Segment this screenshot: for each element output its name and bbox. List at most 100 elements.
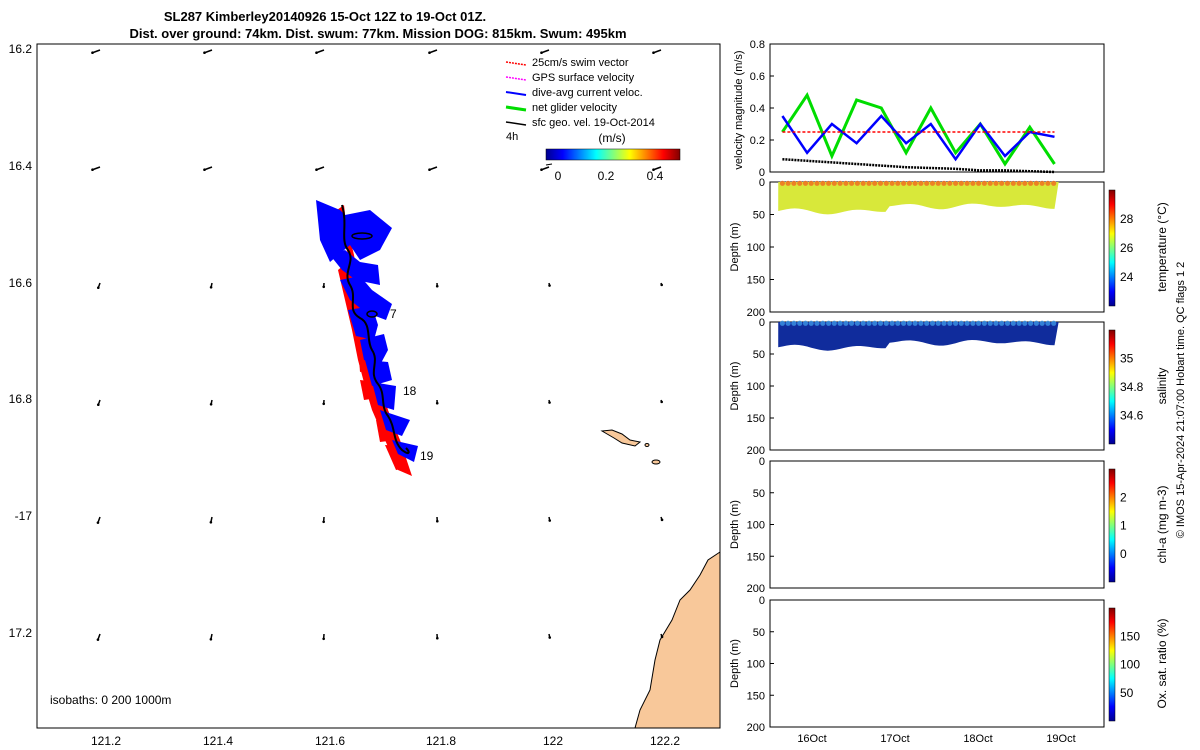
lat-tick: 16.2 xyxy=(9,42,33,56)
surface-sample xyxy=(843,320,849,326)
geo-arrowhead xyxy=(540,168,543,172)
surface-sample xyxy=(993,180,999,186)
surface-sample xyxy=(831,320,837,326)
colorbar-arrow xyxy=(545,163,553,166)
lat-tick: 17.2 xyxy=(9,626,33,640)
depth-axes-frame xyxy=(769,599,1105,728)
vel-ytick: 0.6 xyxy=(750,71,765,83)
lat-tick: 16.6 xyxy=(9,276,33,290)
geo-arrowhead xyxy=(548,519,552,522)
speed-colorbar xyxy=(545,148,681,161)
geo-arrow xyxy=(204,49,213,54)
time-tick: 17Oct xyxy=(880,733,909,745)
geo-arrowhead xyxy=(548,284,551,287)
lat-tick: -17 xyxy=(15,509,33,523)
depth-ytick: 0 xyxy=(759,177,765,189)
legend-label-current: dive-avg current veloc. xyxy=(532,87,643,99)
surface-sample xyxy=(929,320,936,326)
geo-arrowhead xyxy=(428,168,431,172)
surface-sample xyxy=(906,320,913,326)
surface-sample xyxy=(993,320,999,326)
surface-sample xyxy=(889,180,895,186)
geo-arrowhead xyxy=(435,636,439,640)
series-line-sfc-geo-vel- xyxy=(782,157,1055,174)
depth-ytick: 100 xyxy=(747,659,765,671)
geo-arrowhead xyxy=(91,51,94,55)
geo-arrowhead xyxy=(652,168,655,172)
colorbar-label: temperature (°C) xyxy=(1155,202,1169,292)
surface-sample xyxy=(808,320,814,326)
surface-sample xyxy=(872,180,878,186)
series-line-net-glider-velocity xyxy=(781,92,1056,167)
surface-sample xyxy=(976,180,982,186)
colorbar-tick: 26 xyxy=(1120,241,1134,255)
geo-arrowhead xyxy=(660,283,663,287)
depth-ytick: 200 xyxy=(747,583,765,595)
surface-sample xyxy=(964,320,970,326)
depth-colorbar xyxy=(1108,468,1116,583)
legend-label-geo: sfc geo. vel. 19-Oct-2014 xyxy=(532,117,655,129)
depth-section-fill xyxy=(778,322,1059,351)
surface-sample xyxy=(849,320,855,326)
colorbar-label: Ox. sat. ratio (%) xyxy=(1155,618,1169,708)
isobaths-label: isobaths: 0 200 1000m xyxy=(50,693,171,707)
depth-ytick: 100 xyxy=(747,381,765,393)
surface-sample xyxy=(837,320,843,326)
geo-arrowhead xyxy=(660,635,664,639)
legend-swatch-geo xyxy=(505,121,527,126)
surface-sample xyxy=(895,180,901,186)
surface-sample xyxy=(779,180,786,186)
surface-sample xyxy=(924,180,930,186)
surface-sample xyxy=(883,320,889,326)
surface-sample xyxy=(912,180,918,186)
surface-sample xyxy=(877,180,884,186)
surface-sample xyxy=(981,320,988,326)
surface-sample xyxy=(1045,180,1051,186)
surface-sample xyxy=(837,180,843,186)
surface-sample xyxy=(987,180,993,186)
geo-arrow xyxy=(316,49,325,54)
depth-ytick: 150 xyxy=(747,275,765,287)
colorbar-tick: 0 xyxy=(1120,547,1127,561)
depth-ytick: 200 xyxy=(747,307,765,319)
geostrophic-arrows xyxy=(91,49,664,641)
depth-axes-frame xyxy=(769,460,1105,589)
surface-sample xyxy=(941,320,947,326)
geo-arrowhead xyxy=(435,519,439,523)
map-frame xyxy=(36,43,721,729)
surface-sample xyxy=(802,320,809,326)
surface-sample xyxy=(791,180,797,186)
surface-sample xyxy=(958,320,964,326)
depth-ylabel: Depth (m) xyxy=(729,362,741,411)
geo-arrow xyxy=(541,166,550,171)
surface-sample xyxy=(906,180,913,186)
geo-arrow xyxy=(204,166,213,171)
figure-title-line2: Dist. over ground: 74km. Dist. swum: 77k… xyxy=(129,26,626,41)
geo-arrowhead xyxy=(209,637,213,641)
surface-sample xyxy=(1028,320,1034,326)
geo-arrowhead xyxy=(540,51,543,55)
geo-arrowhead xyxy=(209,286,213,289)
geo-arrow xyxy=(653,49,662,54)
surface-sample xyxy=(797,320,803,326)
depth-ytick: 50 xyxy=(753,210,765,222)
legend-label-net: net glider velocity xyxy=(532,102,617,114)
surface-sample xyxy=(947,180,953,186)
surface-sample xyxy=(854,320,861,326)
time-tick: 16Oct xyxy=(797,733,826,745)
surface-sample xyxy=(999,320,1005,326)
lon-tick: 121.8 xyxy=(426,734,456,748)
geo-arrowhead xyxy=(435,284,439,288)
colorbar-unit-label: (m/s) xyxy=(598,131,625,145)
geo-arrowhead xyxy=(203,51,206,55)
surface-sample xyxy=(797,180,803,186)
velocity-axes-frame xyxy=(769,43,1105,173)
vel-ytick: 0.2 xyxy=(750,135,765,147)
geo-arrowhead xyxy=(96,286,100,289)
geo-arrowhead xyxy=(322,637,325,641)
geo-arrowhead xyxy=(548,636,552,639)
surface-sample xyxy=(883,180,889,186)
surface-sample xyxy=(785,320,791,326)
